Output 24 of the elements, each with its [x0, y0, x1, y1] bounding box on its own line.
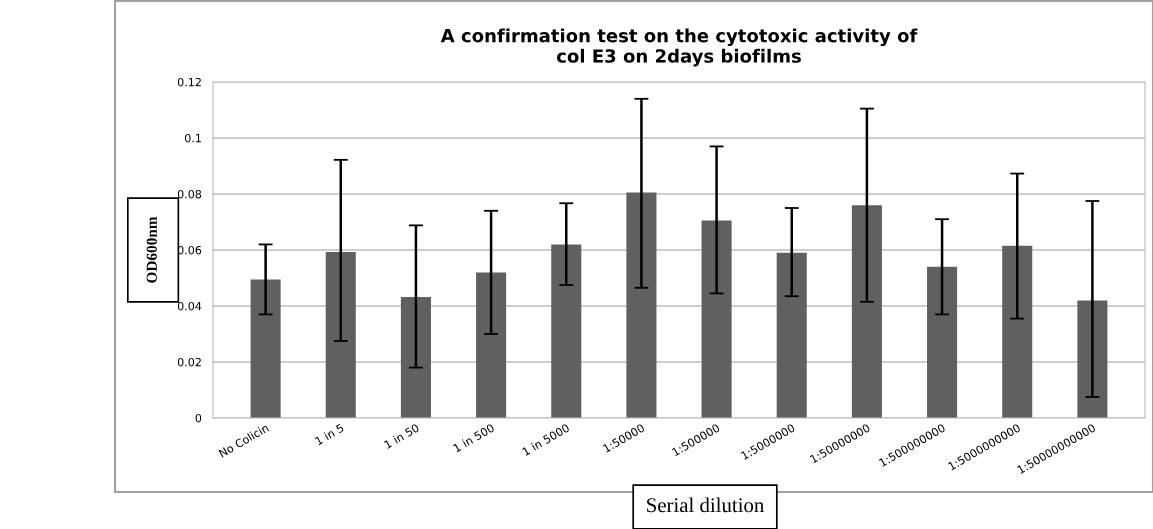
y-tick-label: 0 [195, 413, 202, 423]
bar [1002, 245, 1033, 418]
x-axis-title: Serial dilution [647, 497, 764, 513]
bar [400, 297, 431, 418]
bar [325, 251, 356, 418]
x-tick-label: 1 in 500 [452, 423, 495, 453]
chart-title: A confirmation test on the cytotoxic activity of col E3 on 2days biofilms [440, 28, 918, 67]
x-tick-label: 1 in 50 [383, 423, 420, 449]
y-axis-title: OD600nm [146, 216, 157, 283]
bar [1077, 300, 1108, 418]
bar [626, 192, 657, 418]
y-tick-label: 0.08 [177, 189, 202, 199]
bar [851, 205, 882, 418]
y-tick-label: 0.1 [184, 133, 201, 143]
y-tick-label: 0.12 [177, 77, 201, 87]
y-tick-label: 0.04 [177, 301, 202, 311]
bar [701, 220, 732, 418]
bar [551, 244, 582, 418]
y-tick-label: 0.02 [177, 357, 201, 367]
bar [927, 266, 958, 418]
bar [476, 272, 507, 418]
x-tick-label: 1 in 5 [314, 423, 345, 446]
bar [250, 279, 281, 418]
bar [776, 252, 807, 418]
